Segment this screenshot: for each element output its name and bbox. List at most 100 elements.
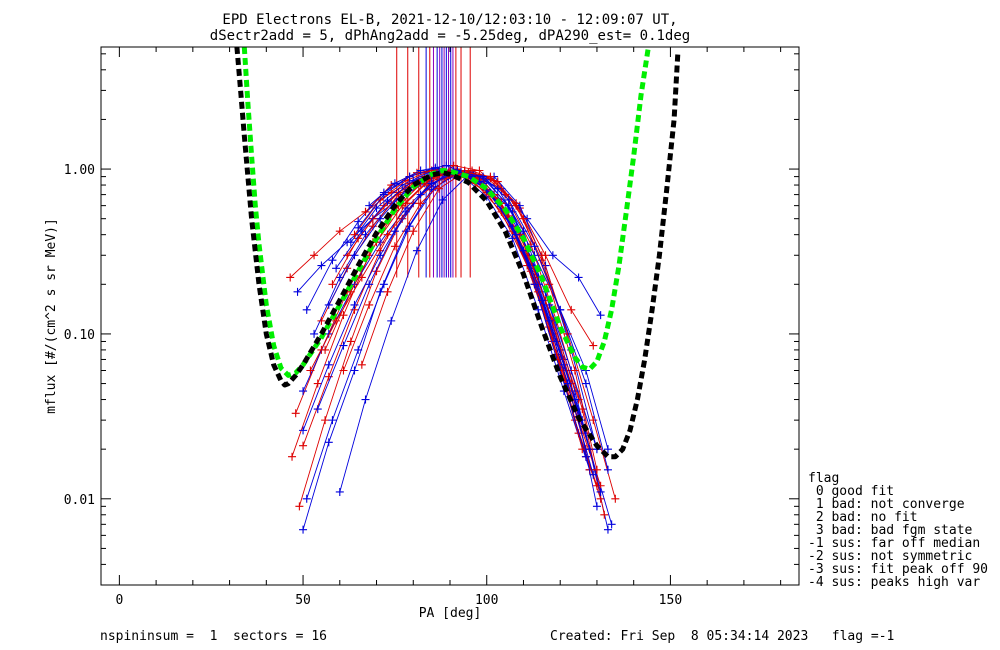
data-point — [548, 251, 557, 260]
axes: 0 50 100 150 0.01 0.10 1.00 — [64, 47, 799, 608]
data-point — [603, 445, 612, 454]
data-point — [357, 227, 366, 236]
data-point — [416, 199, 425, 208]
data-point — [556, 305, 565, 314]
data-point — [361, 207, 370, 216]
data-point — [592, 502, 601, 511]
data-point — [519, 214, 528, 223]
data-point — [479, 172, 488, 181]
data-point — [434, 184, 443, 193]
series-line — [346, 170, 580, 400]
legend-item: 1 bad: not converge — [808, 497, 965, 512]
data-point — [493, 184, 502, 193]
data-point — [592, 465, 601, 474]
data-point — [328, 416, 337, 425]
x-tick-label: 100 — [475, 593, 498, 608]
data-point — [376, 251, 385, 260]
data-point — [293, 287, 302, 296]
y-tick-label: 1.00 — [64, 163, 95, 178]
data-point — [416, 190, 425, 199]
data-point — [603, 465, 612, 474]
data-point — [409, 227, 418, 236]
y-axis-label: mflux [#/(cm^2 s sr MeV)] — [44, 218, 59, 414]
data-point — [324, 360, 333, 369]
legend-item: 3 bad: bad fgm state — [808, 523, 973, 538]
chart-title-line1: EPD Electrons EL-B, 2021-12-10/12:03:10 … — [222, 12, 677, 28]
data-point — [321, 345, 330, 354]
data-point — [512, 230, 521, 239]
data-point — [350, 230, 359, 239]
data-point — [468, 166, 477, 175]
x-tick-label: 0 — [115, 593, 123, 608]
data-point — [504, 195, 513, 204]
data-point — [379, 190, 388, 199]
x-tick-label: 50 — [295, 593, 311, 608]
data-point — [596, 487, 605, 496]
data-point — [354, 223, 363, 232]
data-point — [350, 366, 359, 375]
data-point — [328, 256, 337, 265]
data-point — [339, 341, 348, 350]
data-point — [383, 287, 392, 296]
data-point — [589, 341, 598, 350]
data-point — [537, 296, 546, 305]
data-point — [438, 195, 447, 204]
data-point — [350, 251, 359, 260]
legend-item: 2 bad: no fit — [808, 510, 918, 525]
data-point — [310, 329, 319, 338]
data-point — [390, 242, 399, 251]
data-point — [493, 177, 502, 186]
data-point — [365, 201, 374, 210]
legend-item: -4 sus: peaks high var — [808, 575, 980, 590]
data-point — [332, 316, 341, 325]
data-point — [427, 179, 436, 188]
data-point — [607, 520, 616, 529]
data-point — [299, 426, 308, 435]
data-point — [581, 379, 590, 388]
data-point — [387, 316, 396, 325]
footer-right: Created: Fri Sep 8 05:34:14 2023 flag =-… — [550, 629, 894, 644]
data-point — [365, 280, 374, 289]
data-point — [596, 311, 605, 320]
data-point — [328, 280, 337, 289]
data-point — [335, 227, 344, 236]
legend-item: -3 sus: fit peak off 90 — [808, 562, 988, 577]
data-point — [295, 502, 304, 511]
data-point — [332, 264, 341, 273]
data-point — [313, 405, 322, 414]
chart-title-line2: dSectr2add = 5, dPhAng2add = -5.25deg, d… — [210, 28, 690, 44]
legend-item: 0 good fit — [808, 484, 894, 499]
data-point — [299, 525, 308, 534]
legend-item: -1 sus: far off median — [808, 536, 980, 551]
data-point — [339, 366, 348, 375]
data-point — [317, 316, 326, 325]
data-point — [512, 199, 521, 208]
y-tick-label: 0.01 — [64, 493, 95, 508]
series-line — [310, 170, 616, 499]
data-point — [335, 487, 344, 496]
data-point — [574, 273, 583, 282]
data-point — [291, 409, 300, 418]
plot-frame — [100, 46, 800, 586]
data-point — [563, 379, 572, 388]
data-point — [387, 181, 396, 190]
legend: flag 0 good fit 1 bad: not converge 2 ba… — [808, 471, 988, 590]
y-tick-label: 0.10 — [64, 328, 95, 343]
data-point — [321, 416, 330, 425]
data-point — [383, 197, 392, 206]
data-point — [486, 172, 495, 181]
data-point — [589, 416, 598, 425]
data-point — [365, 300, 374, 309]
legend-title: flag — [808, 471, 839, 486]
legend-item: -2 sus: not symmetric — [808, 549, 972, 564]
data-point — [346, 238, 355, 247]
data-point — [390, 179, 399, 188]
data-point — [313, 379, 322, 388]
x-tick-label: 150 — [659, 593, 682, 608]
data-point — [412, 246, 421, 255]
data-point — [343, 264, 352, 273]
data-point — [537, 251, 546, 260]
data-point — [286, 273, 295, 282]
